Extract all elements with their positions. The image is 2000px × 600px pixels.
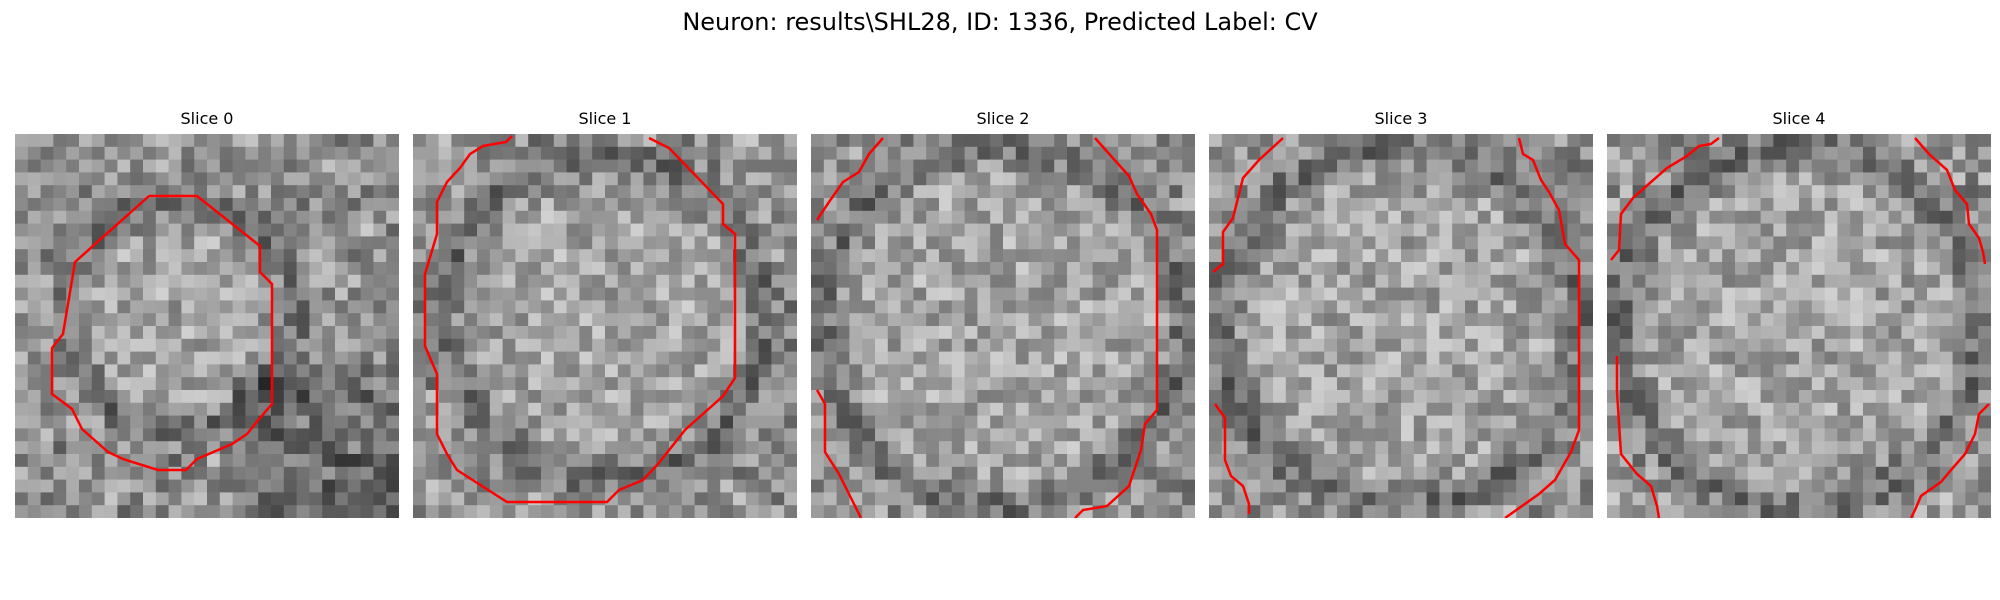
slice-3-contour-left (1213, 403, 1251, 514)
slice-1-contour (423, 135, 737, 504)
slice-0-contour (50, 194, 274, 472)
slice-2-panel (811, 134, 1195, 518)
slice-2-contour-right (1074, 137, 1159, 518)
slice-4-image (1607, 134, 1991, 518)
slice-4-contour-left (1615, 356, 1661, 518)
slice-0-panel (15, 134, 399, 518)
slice-0-title: Slice 0 (180, 109, 234, 128)
slice-2-image (811, 134, 1195, 518)
slice-4-title: Slice 4 (1772, 109, 1826, 128)
figure-title: Neuron: results\SHL28, ID: 1336, Predict… (682, 8, 1318, 36)
slice-1-title: Slice 1 (578, 109, 632, 128)
slice-2-title: Slice 2 (976, 109, 1030, 128)
slice-2-contour (815, 137, 884, 221)
slice-3-panel (1209, 134, 1593, 518)
slice-4-panel (1607, 134, 1991, 518)
slice-3-image (1209, 134, 1593, 518)
slice-0-image (15, 134, 399, 518)
slice-3-contour-right (1504, 137, 1581, 518)
slice-1-panel (413, 134, 797, 518)
slice-2-contour-left (815, 389, 863, 518)
slice-3-title: Slice 3 (1374, 109, 1428, 128)
slice-3-contour (1212, 137, 1284, 273)
slice-1-image (413, 134, 797, 518)
slice-4-contour (1610, 137, 1720, 261)
slice-4-contour-right (1914, 137, 1987, 265)
slice-4-contour-lower-right (1909, 403, 1990, 518)
